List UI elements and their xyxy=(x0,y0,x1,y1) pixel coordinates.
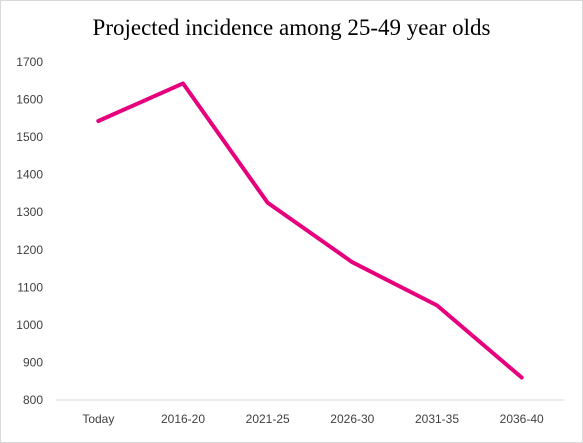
y-tick-label: 1300 xyxy=(16,205,43,219)
x-tick-label: 2016-20 xyxy=(161,412,205,426)
y-tick-label: 1700 xyxy=(16,55,43,69)
chart-title: Projected incidence among 25-49 year old… xyxy=(92,15,491,40)
y-axis-ticks: 800 900 1000 1100 1200 1300 1400 1500 1600 1700 xyxy=(16,55,43,407)
x-tick-label: 2036-40 xyxy=(500,412,544,426)
series-line xyxy=(96,81,524,380)
y-tick-label: 900 xyxy=(23,355,43,369)
y-tick-label: 1000 xyxy=(16,318,43,332)
x-tick-label: 2031-35 xyxy=(415,412,459,426)
x-tick-label: 2026-30 xyxy=(330,412,374,426)
y-tick-label: 1600 xyxy=(16,93,43,107)
y-tick-label: 1100 xyxy=(17,280,43,294)
y-tick-label: 1400 xyxy=(16,168,43,182)
x-tick-label: Today xyxy=(82,412,114,426)
y-tick-label: 800 xyxy=(23,393,43,407)
x-axis-ticks: Today 2016-20 2021-25 2026-30 2031-35 2036-40 xyxy=(82,412,544,426)
y-tick-label: 1200 xyxy=(16,243,43,257)
y-tick-label: 1500 xyxy=(16,130,43,144)
series-group xyxy=(96,81,524,380)
x-tick-label: 2021-25 xyxy=(246,412,290,426)
